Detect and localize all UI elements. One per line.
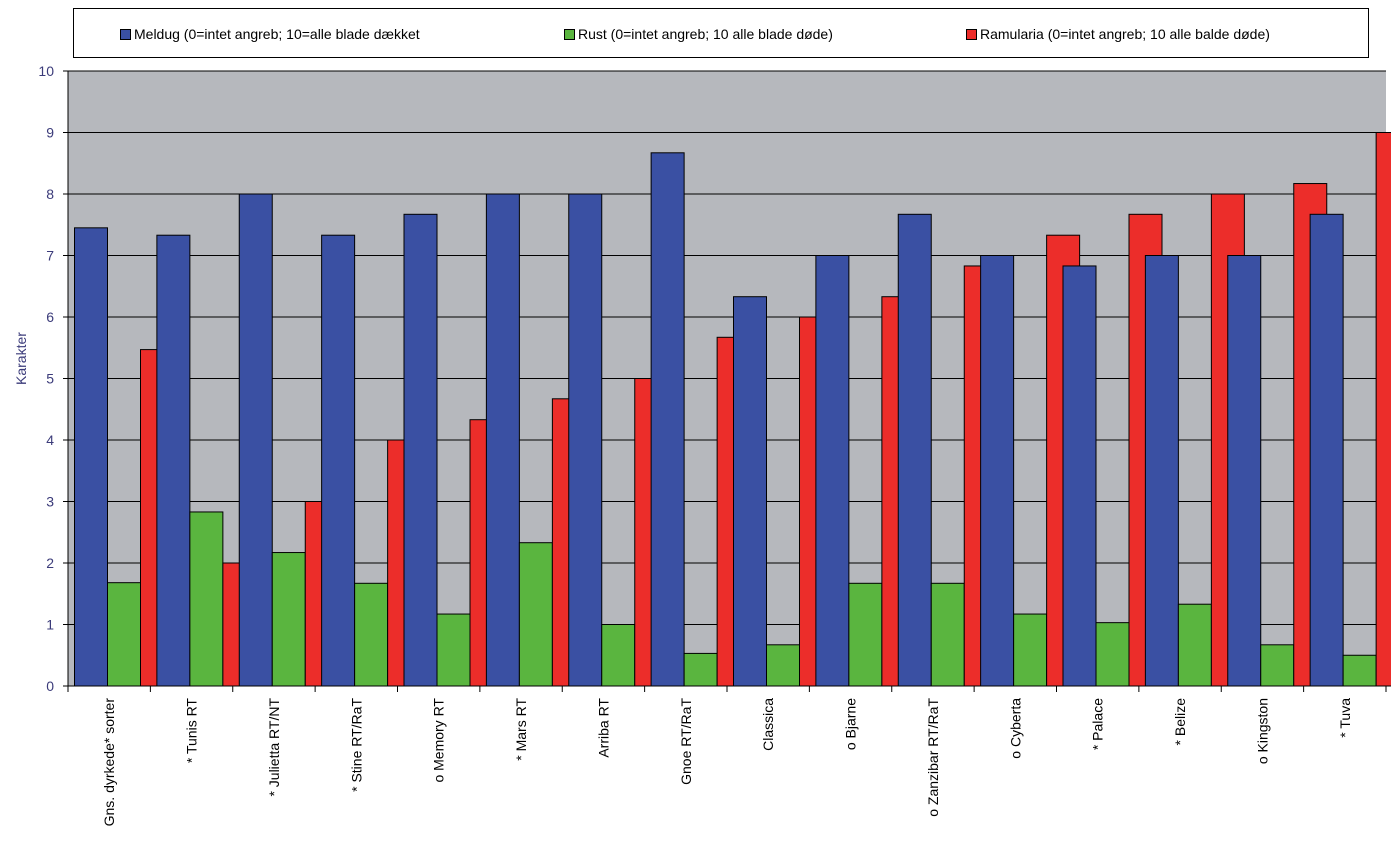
- bar-rust: [1095, 622, 1130, 687]
- bar-meldug: [897, 213, 932, 687]
- legend-swatch-rust: [564, 28, 575, 40]
- x-tick-label: o Memory RT: [431, 698, 447, 783]
- legend-item-ramularia: Ramularia (0=intet angreb; 10 alle balde…: [966, 26, 1270, 42]
- bar-rust: [1260, 644, 1295, 687]
- y-tick-label: 9: [46, 125, 54, 141]
- bar-rust: [1342, 654, 1377, 687]
- bar-rust: [601, 624, 636, 687]
- x-tick-label: o Kingston: [1254, 698, 1270, 764]
- y-tick-label: 0: [46, 678, 54, 694]
- bar-rust: [848, 582, 883, 687]
- bar-meldug: [1144, 255, 1179, 687]
- x-tick-label: o Cyberta: [1007, 698, 1023, 759]
- bar-meldug: [980, 255, 1015, 687]
- bar-meldug: [1227, 255, 1262, 687]
- bar-meldug: [568, 193, 603, 687]
- legend-label-ramularia: Ramularia (0=intet angreb; 10 alle balde…: [980, 26, 1270, 42]
- bar-meldug: [485, 193, 520, 687]
- y-tick-label: 6: [46, 309, 54, 325]
- x-tick-label: * Julietta RT/NT: [266, 698, 282, 797]
- x-tick-label: Classica: [760, 698, 776, 751]
- x-tick-label: Gns. dyrkede* sorter: [101, 698, 117, 827]
- bars: [74, 132, 1391, 687]
- x-tick-label: * Tunis RT: [184, 698, 200, 764]
- x-tick-label: * Stine RT/RaT: [348, 698, 364, 792]
- bar-rust: [518, 542, 553, 687]
- legend-item-meldug: Meldug (0=intet angreb; 10=alle blade dæ…: [120, 26, 420, 42]
- legend-swatch-meldug: [120, 28, 131, 40]
- x-tick-label: o Zanzibar RT/RaT: [925, 698, 941, 817]
- x-tick-label: o Bjarne: [843, 698, 859, 750]
- bar-meldug: [733, 296, 767, 687]
- y-tick-label: 10: [38, 63, 54, 79]
- legend-item-rust: Rust (0=intet angreb; 10 alle blade døde…: [564, 26, 833, 42]
- legend-label-meldug: Meldug (0=intet angreb; 10=alle blade dæ…: [134, 26, 420, 42]
- axes: 0 1 2 3 4 5 6 7 8 9 10 Gns. dyrkede* sorter * Tunis …: [38, 63, 1387, 827]
- y-axis-label: Karakter: [13, 332, 29, 385]
- x-tick-label: * Mars RT: [513, 698, 529, 761]
- bar-ramularia: [1375, 132, 1391, 687]
- bar-rust: [766, 644, 800, 687]
- legend-swatch-ramularia: [966, 28, 977, 40]
- bar-meldug: [815, 255, 850, 687]
- y-tick-label: 7: [46, 248, 54, 264]
- legend: Meldug (0=intet angreb; 10=alle blade dæ…: [73, 8, 1369, 58]
- bar-meldug: [321, 234, 356, 687]
- bar-rust: [1177, 603, 1212, 687]
- y-tick-label: 3: [46, 494, 54, 510]
- y-tick-label: 4: [46, 432, 54, 448]
- y-tick-label: 5: [46, 371, 54, 387]
- bar-rust: [271, 552, 306, 687]
- bar-meldug: [403, 213, 438, 687]
- x-tick-label: * Belize: [1172, 698, 1188, 746]
- bar-rust: [930, 582, 965, 687]
- y-tick-label: 8: [46, 186, 54, 202]
- x-tick-label: Arriba RT: [595, 698, 611, 758]
- bar-rust: [683, 652, 718, 687]
- bar-meldug: [1062, 265, 1097, 687]
- x-tick-label: * Palace: [1090, 698, 1106, 750]
- legend-label-rust: Rust (0=intet angreb; 10 alle blade døde…: [578, 26, 833, 42]
- bar-meldug: [1309, 213, 1344, 687]
- bar-rust: [107, 582, 141, 687]
- x-tick-label: * Tuva: [1337, 698, 1353, 738]
- bar-meldug: [74, 227, 108, 687]
- bar-meldug: [156, 234, 191, 687]
- bar-meldug: [650, 152, 685, 687]
- bar-rust: [436, 613, 471, 687]
- x-tick-label: Gnoe RT/RaT: [678, 698, 694, 785]
- y-tick-label: 2: [46, 555, 54, 571]
- bar-rust: [1013, 613, 1048, 687]
- y-tick-label: 1: [46, 617, 54, 633]
- bar-rust: [189, 511, 224, 687]
- bar-rust: [354, 582, 389, 687]
- bar-meldug: [238, 193, 273, 687]
